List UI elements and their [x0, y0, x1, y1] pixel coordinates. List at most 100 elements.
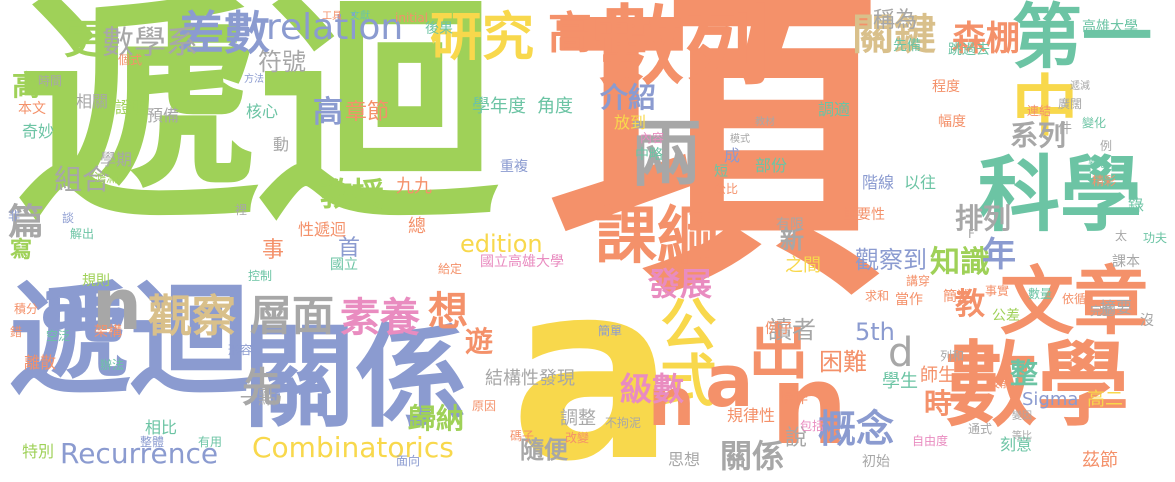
- word-fei2: F: [968, 227, 975, 241]
- word-kongzhi2: 空泛: [46, 329, 71, 343]
- word-benwen: 本文: [18, 101, 46, 117]
- word-shuxuexi: 數學系: [102, 23, 199, 61]
- word-xiang: 項: [548, 0, 878, 339]
- word-tan: 談: [62, 211, 75, 225]
- word-shi2: 時間: [38, 74, 63, 88]
- word-sigma: Sigma: [1022, 389, 1079, 410]
- word-initial: initial: [395, 11, 428, 25]
- word-li2: 例: [1100, 139, 1113, 153]
- word-kexue: 科學: [978, 148, 1143, 243]
- word-dijiao: 遞減: [1070, 81, 1090, 92]
- word-jianshi: 簡單: [598, 324, 623, 338]
- word-nian: 年: [982, 235, 1016, 275]
- word-dihui2: 遞迴: [10, 272, 250, 411]
- word-jieshao: 介紹: [600, 81, 657, 114]
- word-guanggao: 廣闊: [1058, 97, 1083, 111]
- word-xiang2: 想: [428, 289, 468, 335]
- word-dong: 動: [273, 135, 290, 154]
- word-gaozhong: 高中: [548, 8, 636, 59]
- word-jiagou: 架構: [94, 324, 122, 340]
- word-xian: 先: [242, 365, 282, 411]
- word-combinatorics: Combinatorics: [252, 431, 454, 464]
- word-liehe: 列和: [940, 349, 965, 363]
- word-jingcai: 精彩: [1092, 174, 1117, 188]
- word-bufen: 部份: [755, 156, 788, 175]
- word-zidan: 自由度: [912, 434, 949, 448]
- word-duan: 短: [714, 164, 728, 180]
- word-banfa: 辦法: [100, 358, 125, 372]
- word-shijian: 事: [262, 238, 285, 263]
- word-guanxi2: 關係: [720, 437, 785, 475]
- word-guanjian: 關鍵: [852, 10, 937, 59]
- word-edition: edition: [460, 230, 543, 258]
- word-a2: a: [40, 264, 88, 346]
- word-tiaozheng: 調整: [560, 408, 596, 429]
- word-zhongyaoxing: 重要性: [843, 207, 885, 223]
- word-cuo: 錯: [10, 325, 23, 339]
- word-wenzhang: 文章: [1000, 259, 1148, 345]
- word-baokuo: 包括: [800, 419, 825, 433]
- word-ke2: 課本: [1112, 254, 1140, 270]
- word-houguo: 後果: [425, 21, 453, 37]
- word-gainian: 概念: [818, 407, 895, 451]
- word-jiaoshou: 教授: [320, 175, 385, 213]
- word-shuliang: 數量: [1028, 287, 1053, 301]
- word-a3: a: [705, 339, 754, 423]
- word-shi: 時: [924, 387, 953, 420]
- word-jieshu: 級數: [620, 370, 685, 408]
- word-xingdihui: 性遞迴: [298, 220, 347, 239]
- word-dihui1: 遞迴: [18, 0, 499, 252]
- word-guanxi1: 關係: [243, 313, 467, 443]
- word-jishu: 技能: [988, 376, 1013, 390]
- word-kongzhi: 控制: [248, 269, 273, 283]
- word-chengwei: 稱為: [873, 8, 918, 33]
- word-yiju: 依循: [1062, 292, 1087, 306]
- word-suibian: 隨便: [520, 436, 568, 464]
- word-guoligaoxiong: 國立高雄大學: [480, 254, 564, 270]
- word-n2: n: [92, 264, 142, 346]
- word-geng: 更: [64, 17, 104, 63]
- word-xuenian: 學年度: [472, 96, 526, 117]
- word-kedi: 刻意: [1000, 435, 1033, 454]
- word-zhaiyao: 摘要: [1100, 298, 1133, 317]
- word-neirong: 內容: [640, 131, 665, 145]
- word-yiwang: 以往: [904, 173, 937, 192]
- word-n3: n: [648, 364, 695, 441]
- word-gaoer: 高二: [1087, 389, 1123, 410]
- word-kunnan: 困難: [819, 348, 867, 376]
- word-shuxue: 數學: [945, 332, 1130, 439]
- word-zuhe: 組合: [54, 163, 111, 196]
- word-jiechu: 解出: [70, 227, 95, 241]
- word-bianhua: 變化: [1082, 116, 1107, 130]
- word-mazi: 碼子: [510, 429, 535, 443]
- word-senpeng: 森棚: [952, 19, 1020, 59]
- word-chengdu: 程度: [932, 79, 960, 95]
- word-gongshu: 公比: [714, 182, 739, 196]
- word-recurrence: Recurrence: [60, 437, 219, 470]
- word-geshi: 個式: [118, 53, 143, 67]
- word-xuesheng: 學生: [882, 371, 918, 392]
- word-jiujiu: 九九: [396, 176, 432, 197]
- word-fazhan: 發展: [648, 265, 713, 303]
- word-guinan: 歸納: [408, 402, 465, 435]
- word-xueqi: 學期: [100, 150, 133, 169]
- word-jiegou: 結構性發現: [485, 368, 575, 389]
- word-dangzuo: 當作: [895, 292, 923, 308]
- word-gongju: 工具: [322, 11, 342, 22]
- word-ta: 太: [1115, 229, 1128, 243]
- word-tiaoshi: 調適: [818, 100, 851, 119]
- word-chu: 出: [738, 320, 808, 380]
- word-xilie: 系列: [1010, 119, 1067, 152]
- word-xiangguan: 相關: [76, 92, 109, 111]
- word-xiangbi: 相比: [145, 418, 178, 437]
- word-lisan: 離散: [24, 353, 57, 372]
- word-youxiang: 遊: [465, 325, 494, 358]
- word-shisheng: 師生: [920, 365, 956, 386]
- word-buju: 不拘泥: [605, 416, 642, 430]
- word-jiao: 教: [955, 287, 985, 322]
- word-ji: 積分: [14, 302, 39, 316]
- word-relation: relation: [266, 7, 404, 48]
- word-caozuo: 操作: [780, 391, 808, 407]
- word-gaoxiongdaxue: 高雄大學: [1082, 19, 1138, 35]
- word-guanchadao: 觀察到: [855, 246, 927, 274]
